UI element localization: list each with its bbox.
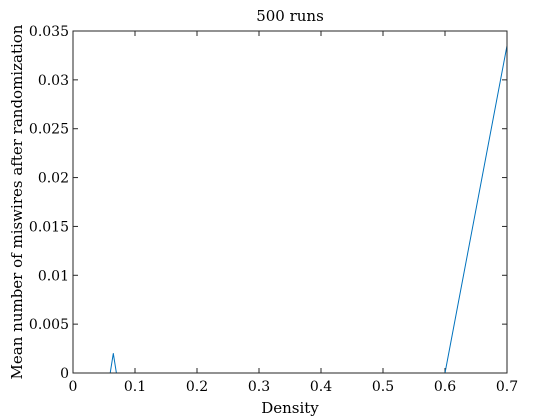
- plot-frame: [72, 30, 508, 374]
- x-tick-label: 0.1: [124, 379, 146, 395]
- x-tick-label: 0: [69, 379, 78, 395]
- y-tick-label: 0.03: [38, 73, 69, 89]
- x-axis-label: Density: [261, 399, 319, 417]
- x-tick-label: 0.5: [372, 379, 394, 395]
- x-tick-label: 0.2: [186, 379, 208, 395]
- y-axis-label: Mean number of miswires after randomizat…: [8, 24, 26, 379]
- x-tick-label: 0.3: [248, 379, 270, 395]
- y-tick-label: 0.035: [29, 24, 69, 40]
- tick-labels: 0 0.1 0.2 0.3 0.4 0.5 0.6 0.7 0 0.005 0.01 0.015 0.0…: [29, 24, 518, 395]
- y-tick-label: 0.005: [29, 317, 69, 333]
- plot-background: [73, 31, 507, 373]
- y-tick-label: 0.015: [29, 219, 69, 235]
- y-tick-label: 0.01: [38, 268, 69, 284]
- x-tick-label: 0.6: [434, 379, 456, 395]
- y-tick-label: 0: [60, 366, 69, 382]
- chart-title: 500 runs: [256, 7, 324, 25]
- y-tick-label: 0.025: [29, 122, 69, 138]
- x-tick-label: 0.4: [310, 379, 332, 395]
- x-tick-label: 0.7: [496, 379, 518, 395]
- y-tick-label: 0.02: [38, 171, 69, 187]
